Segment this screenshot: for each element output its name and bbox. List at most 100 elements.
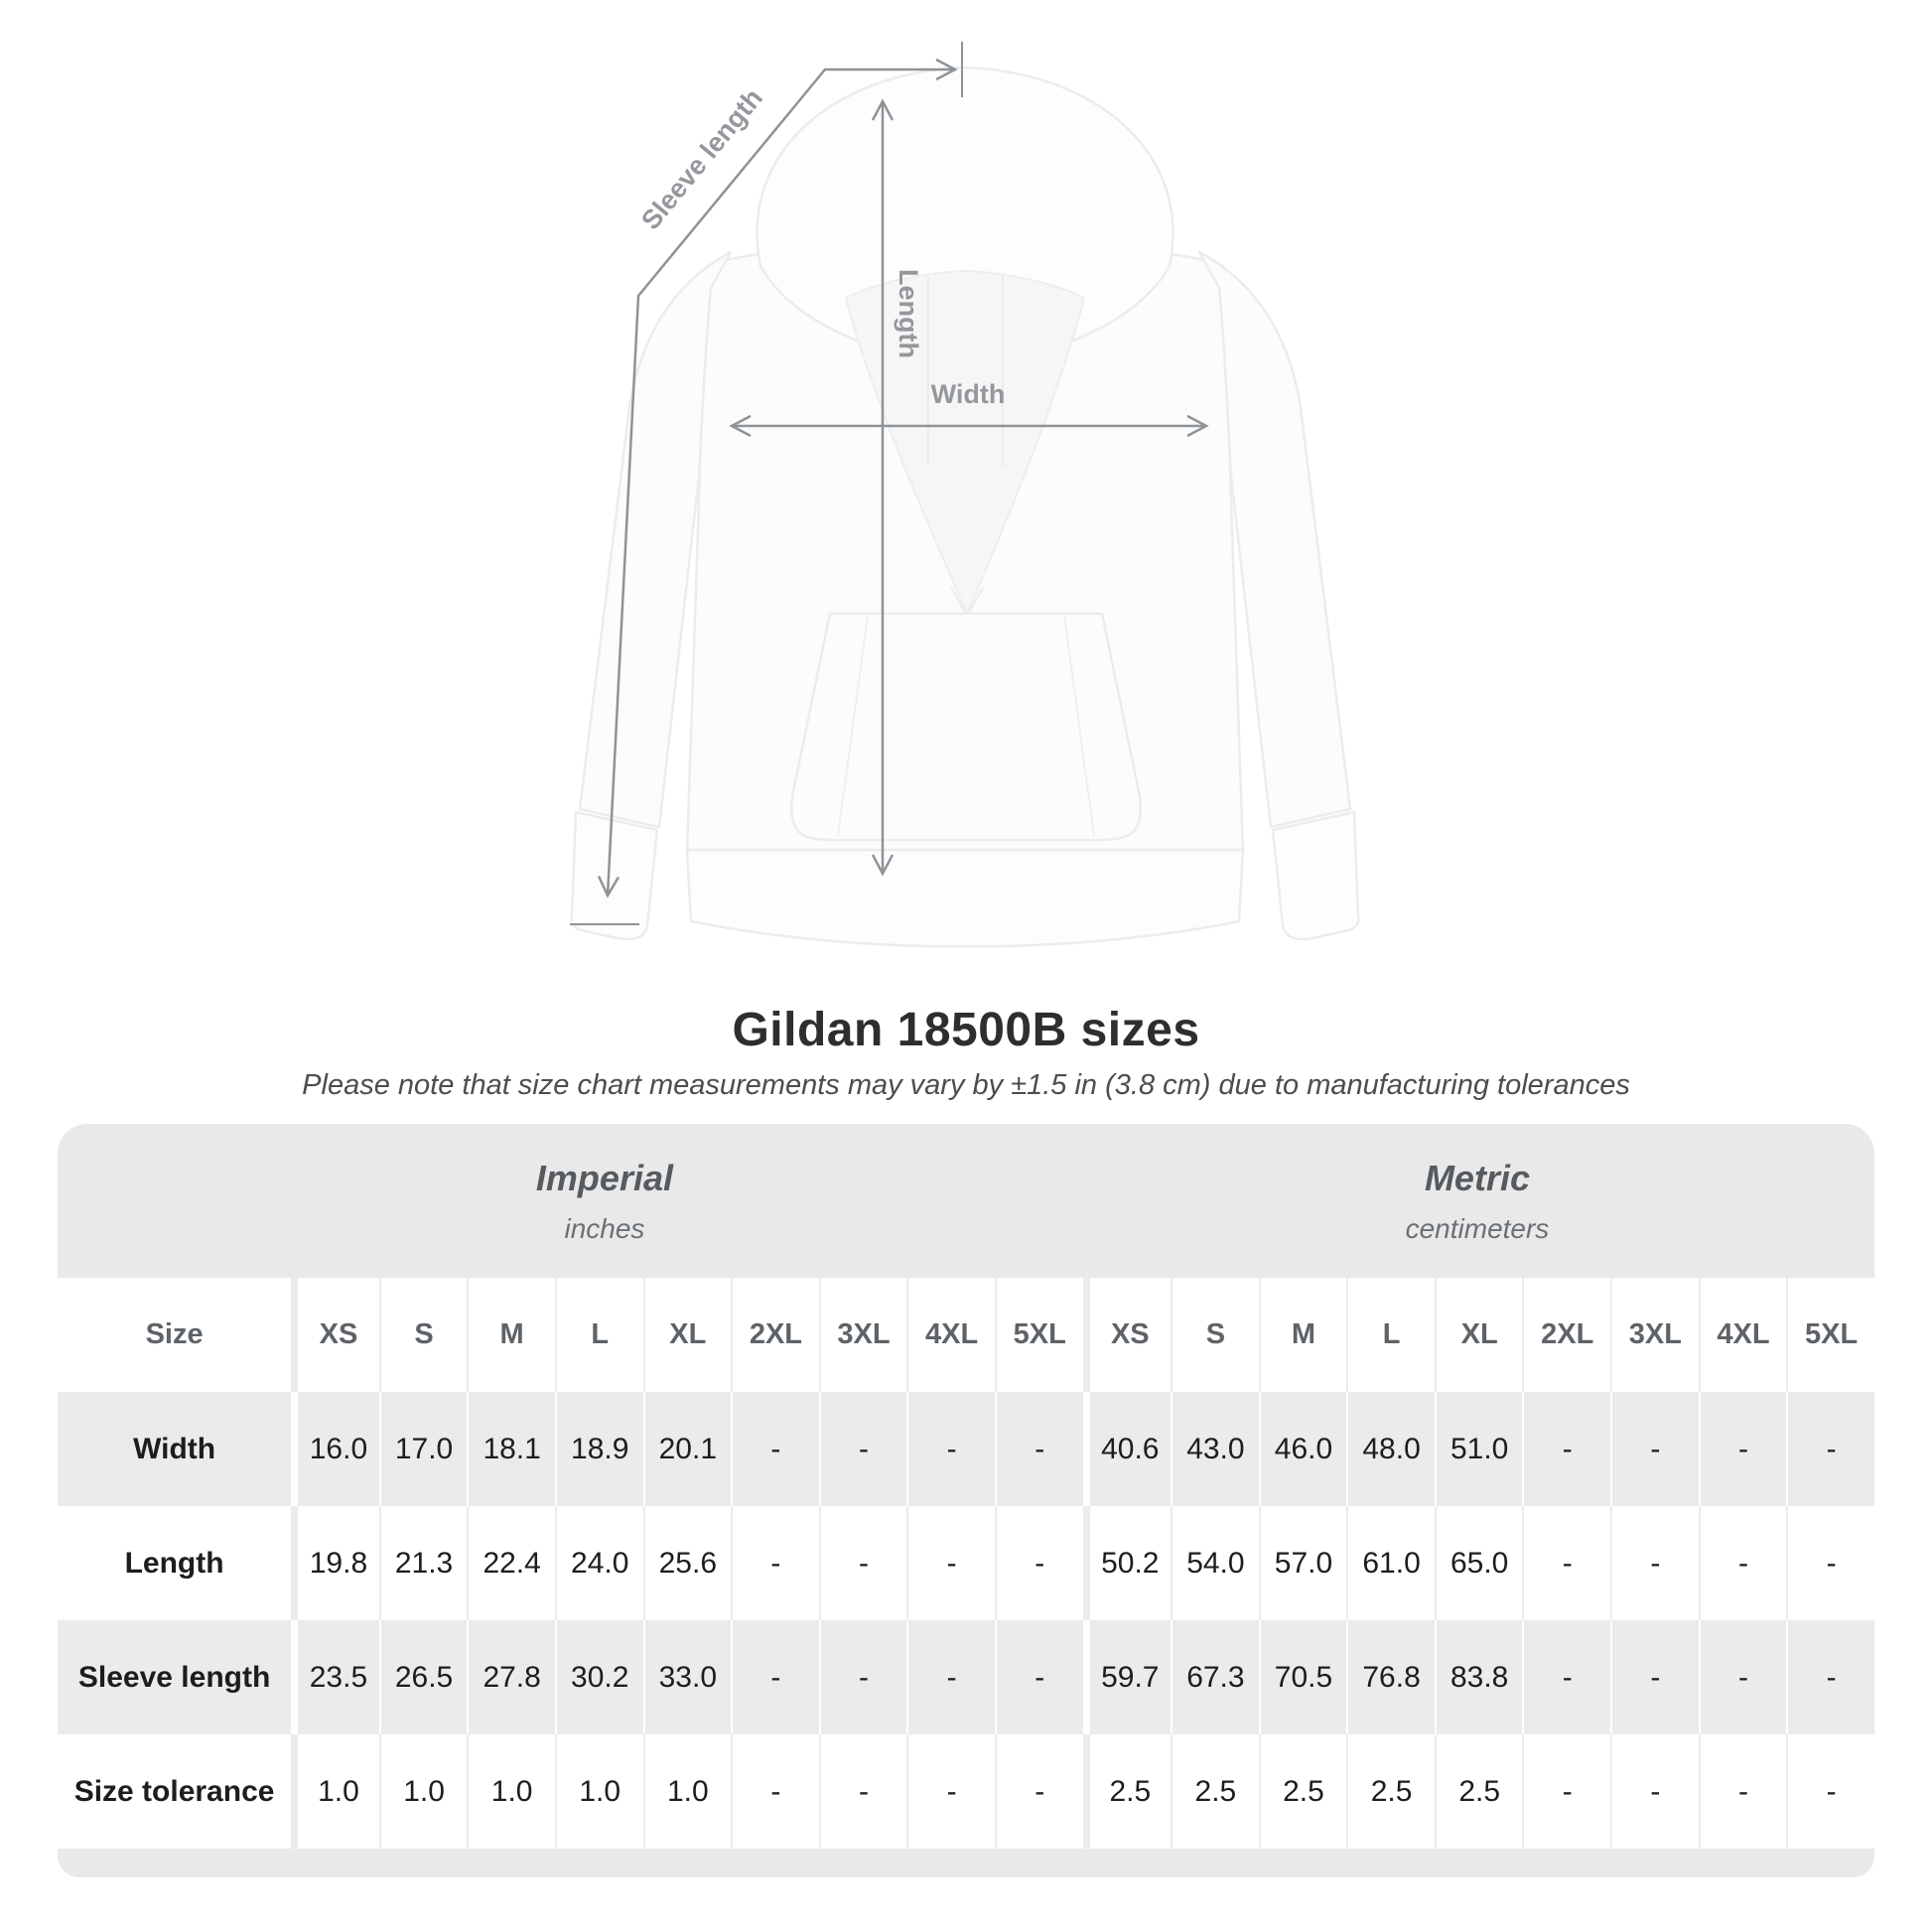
size-value-cell: 1.0 [291,1734,379,1849]
row-label: Size tolerance [58,1734,292,1849]
size-value-cell: 65.0 [1434,1506,1523,1620]
imperial-group-header: Imperial inches [58,1124,1080,1278]
size-table-body: Size XS S M L XL 2XL 3XL 4XL 5XL XS S M L XL 2XL 3XL 4XL 5… [58,1278,1874,1849]
size-value-cell: - [731,1734,819,1849]
size-value-cell: - [1610,1620,1699,1734]
size-value-cell: 30.2 [554,1620,643,1734]
size-value-cell: 17.0 [378,1392,468,1506]
size-value-cell: 51.0 [1434,1392,1523,1506]
col-header-imperial-xs: XS [291,1278,379,1392]
size-value-cell: - [994,1506,1083,1620]
size-value-cell: 76.8 [1346,1620,1435,1734]
col-header-imperial-3xl: 3XL [818,1278,907,1392]
col-header-imperial-s: S [378,1278,468,1392]
size-value-cell: - [818,1392,907,1506]
table-row: Length 19.8 21.3 22.4 24.0 25.6- - - -50.2 54.0 57… [58,1506,1874,1620]
size-value-cell: - [1786,1506,1874,1620]
size-value-cell: - [1786,1392,1874,1506]
size-value-cell: 2.5 [1082,1734,1172,1849]
size-value-cell: 27.8 [467,1620,555,1734]
size-value-cell: - [731,1620,819,1734]
row-label: Length [58,1506,292,1620]
size-value-cell: - [1610,1734,1699,1849]
row-label: Sleeve length [58,1620,292,1734]
size-value-cell: 2.5 [1434,1734,1523,1849]
size-value-cell: - [994,1734,1083,1849]
size-value-cell: - [1522,1506,1611,1620]
size-header-row: Size XS S M L XL 2XL 3XL 4XL 5XL XS S M L XL 2XL 3XL 4XL 5… [58,1278,1874,1392]
size-value-cell: 48.0 [1346,1392,1435,1506]
sleeve-length-arrow [597,58,958,898]
size-value-cell: 70.5 [1258,1620,1347,1734]
col-header-metric-5xl: 5XL [1786,1278,1874,1392]
size-value-cell: 2.5 [1346,1734,1435,1849]
table-row: Sleeve length 23.5 26.5 27.8 30.2 33.0- - - -59.… [58,1620,1874,1734]
size-value-cell: - [1610,1506,1699,1620]
col-header-imperial-4xl: 4XL [906,1278,995,1392]
size-value-cell: 25.6 [642,1506,732,1620]
hoodie-pocket [790,612,1142,842]
size-value-cell: 1.0 [642,1734,732,1849]
col-header-metric-2xl: 2XL [1522,1278,1611,1392]
size-value-cell: 54.0 [1171,1506,1259,1620]
imperial-group-title: Imperial [535,1157,673,1198]
col-header-imperial-m: M [467,1278,555,1392]
metric-group-header: Metric centimeters [1080,1124,1874,1278]
length-label: Length [894,269,923,358]
size-value-cell: 83.8 [1434,1620,1523,1734]
size-value-cell: 1.0 [378,1734,468,1849]
measurement-arrows [570,42,1209,925]
page-title: Gildan 18500B sizes [732,1004,1200,1056]
size-value-cell: - [1786,1620,1874,1734]
hoodie-left-cuff [570,810,659,941]
size-value-cell: - [1698,1620,1787,1734]
size-value-cell: 67.3 [1171,1620,1259,1734]
width-label: Width [931,379,1006,409]
size-value-cell: 2.5 [1258,1734,1347,1849]
size-value-cell: 43.0 [1171,1392,1259,1506]
size-value-cell: - [818,1506,907,1620]
size-value-cell: 57.0 [1258,1506,1347,1620]
size-value-cell: 59.7 [1082,1620,1172,1734]
size-value-cell: - [906,1392,995,1506]
size-value-cell: - [1698,1506,1787,1620]
size-value-cell: - [1698,1392,1787,1506]
table-row: Size tolerance 1.0 1.0 1.0 1.0 1.0- - - -2.5 2.5 2… [58,1734,1874,1849]
unit-group-band: Imperial inches Metric centimeters [58,1124,1874,1278]
hoodie-waistband [685,848,1245,948]
col-header-metric-s: S [1171,1278,1259,1392]
col-header-imperial-xl: XL [642,1278,732,1392]
size-value-cell: - [994,1620,1083,1734]
col-header-metric-xl: XL [1434,1278,1523,1392]
col-header-metric-3xl: 3XL [1610,1278,1699,1392]
size-value-cell: 40.6 [1082,1392,1172,1506]
row-label: Width [58,1392,292,1506]
size-value-cell: 33.0 [642,1620,732,1734]
size-table: Size XS S M L XL 2XL 3XL 4XL 5XL XS S M L XL 2XL 3XL 4XL 5… [58,1278,1874,1849]
col-header-metric-xs: XS [1082,1278,1172,1392]
size-value-cell: 21.3 [378,1506,468,1620]
size-value-cell: - [906,1734,995,1849]
size-value-cell: - [731,1506,819,1620]
size-value-cell: - [818,1734,907,1849]
size-value-cell: 61.0 [1346,1506,1435,1620]
size-value-cell: - [1522,1392,1611,1506]
hoodie-right-cuff [1271,810,1360,941]
size-value-cell: - [818,1620,907,1734]
hoodie-right-sleeve [1197,250,1352,829]
tolerance-note: Please note that size chart measurements… [302,1069,1630,1101]
col-header-imperial-l: L [554,1278,643,1392]
size-value-cell: 2.5 [1171,1734,1259,1849]
size-value-cell: 26.5 [378,1620,468,1734]
table-row: Width 16.0 17.0 18.1 18.9 20.1- - - -40.6 43.0 46.… [58,1392,1874,1506]
size-value-cell: 16.0 [291,1392,379,1506]
imperial-group-unit: inches [564,1212,645,1244]
size-value-cell: 46.0 [1258,1392,1347,1506]
size-value-cell: 18.1 [467,1392,555,1506]
size-value-cell: 23.5 [291,1620,379,1734]
size-value-cell: - [906,1620,995,1734]
size-chart: Imperial inches Metric centimeters Size X… [58,1124,1874,1877]
size-value-cell: 50.2 [1082,1506,1172,1620]
size-value-cell: - [1522,1620,1611,1734]
